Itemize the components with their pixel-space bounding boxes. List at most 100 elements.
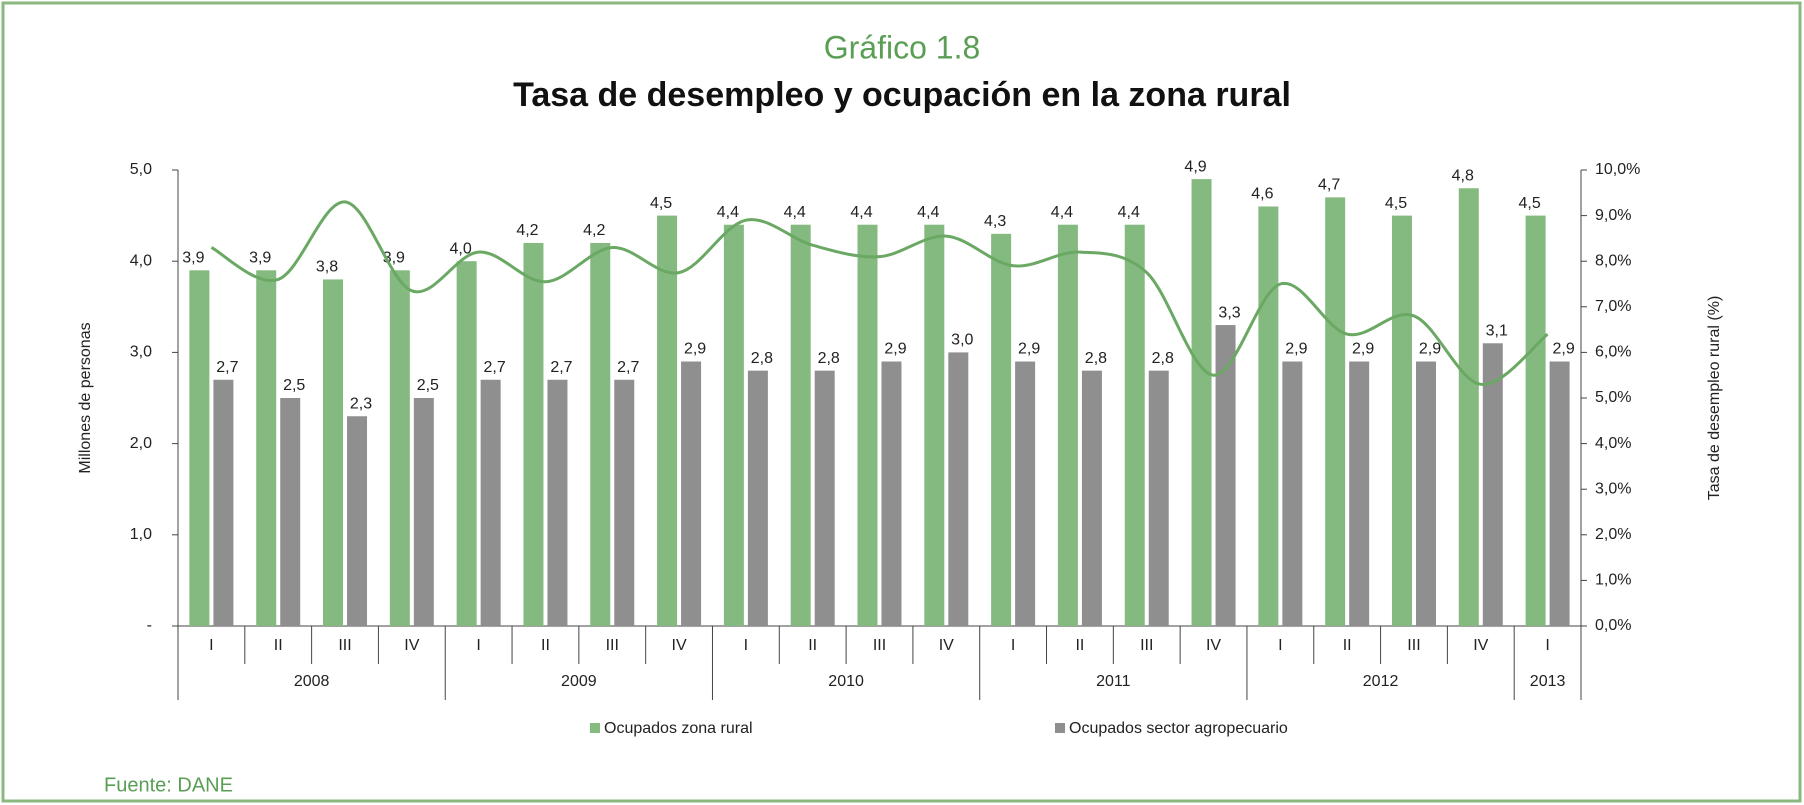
legend-label: Ocupados sector agropecuario xyxy=(1069,720,1288,737)
data-label: 4,4 xyxy=(850,204,872,221)
data-label: 3,0 xyxy=(951,332,973,349)
y2-tick-label: 1,0% xyxy=(1595,572,1631,589)
bar xyxy=(280,398,301,626)
y-tick-label: 4,0 xyxy=(130,252,152,269)
bar xyxy=(881,361,902,626)
data-label: 2,8 xyxy=(751,350,773,367)
x-tick-label: III xyxy=(1407,637,1420,654)
x-tick-label: I xyxy=(1545,637,1549,654)
data-label: 2,7 xyxy=(550,359,572,376)
data-label: 4,4 xyxy=(717,204,739,221)
bar xyxy=(1081,370,1102,626)
x-tick-label: IV xyxy=(1206,637,1221,654)
y-tick-label: 2,0 xyxy=(130,435,152,452)
x-tick-label: I xyxy=(476,637,480,654)
data-label: 2,9 xyxy=(884,341,906,358)
y-tick-label: 3,0 xyxy=(130,344,152,361)
data-label: 4,8 xyxy=(1452,167,1474,184)
x-tick-label: II xyxy=(541,637,550,654)
x-tick-label: II xyxy=(808,637,817,654)
x-tick-label: II xyxy=(274,637,283,654)
data-label: 2,9 xyxy=(1285,341,1307,358)
rate-line xyxy=(210,200,1549,386)
data-label: 3,8 xyxy=(316,259,338,276)
legend-swatch xyxy=(590,723,600,733)
bar xyxy=(213,379,234,626)
x-tick-label: II xyxy=(1343,637,1352,654)
bar xyxy=(1215,325,1236,626)
y2-tick-label: 6,0% xyxy=(1595,344,1631,361)
y2-tick-label: 8,0% xyxy=(1595,252,1631,269)
y2-tick-label: 10,0% xyxy=(1595,161,1640,178)
bar xyxy=(1148,370,1169,626)
bar xyxy=(456,261,477,626)
bar xyxy=(1057,224,1078,626)
bar xyxy=(1391,215,1412,626)
bar xyxy=(323,279,344,626)
data-label: 4,4 xyxy=(784,204,806,221)
data-label: 4,5 xyxy=(1385,195,1407,212)
bar xyxy=(1191,179,1212,626)
data-label: 2,7 xyxy=(617,359,639,376)
y-axis-title: Millones de personas xyxy=(77,322,94,473)
bar xyxy=(1415,361,1436,626)
bar xyxy=(681,361,702,626)
data-label: 2,9 xyxy=(1018,341,1040,358)
x-group-label: 2008 xyxy=(294,673,330,690)
y2-tick-label: 7,0% xyxy=(1595,298,1631,315)
x-tick-label: I xyxy=(1011,637,1015,654)
x-tick-label: IV xyxy=(939,637,954,654)
bar xyxy=(389,270,410,626)
data-label: 4,9 xyxy=(1184,158,1206,175)
y-tick-label: - xyxy=(147,617,152,634)
data-label: 2,8 xyxy=(1085,350,1107,367)
bar xyxy=(747,370,768,626)
bar xyxy=(1258,206,1279,627)
bar xyxy=(1525,215,1546,626)
bar xyxy=(256,270,277,626)
x-group-label: 2011 xyxy=(1096,673,1131,690)
bar xyxy=(1458,188,1479,627)
data-label: 2,9 xyxy=(684,341,706,358)
data-label: 2,5 xyxy=(283,377,305,394)
bar xyxy=(347,416,368,626)
data-label: 4,0 xyxy=(450,240,472,257)
x-tick-label: IV xyxy=(672,637,687,654)
legend-label: Ocupados zona rural xyxy=(604,720,753,737)
x-group-label: 2010 xyxy=(828,673,864,690)
x-tick-label: I xyxy=(209,637,213,654)
chart-subtitle: Tasa de desempleo y ocupación en la zona… xyxy=(513,76,1291,114)
data-label: 4,7 xyxy=(1318,177,1340,194)
bar xyxy=(1482,343,1503,626)
data-label: 4,4 xyxy=(1051,204,1073,221)
x-tick-label: III xyxy=(1140,637,1153,654)
x-tick-label: IV xyxy=(1473,637,1488,654)
x-tick-label: III xyxy=(606,637,619,654)
y2-tick-label: 0,0% xyxy=(1595,617,1631,634)
bar xyxy=(1124,224,1145,626)
bar xyxy=(189,270,210,626)
bar xyxy=(948,352,969,626)
bar xyxy=(523,242,544,626)
bar xyxy=(1549,361,1570,626)
x-group-label: 2012 xyxy=(1363,673,1399,690)
bar xyxy=(1349,361,1370,626)
data-label: 2,9 xyxy=(1352,341,1374,358)
data-label: 4,2 xyxy=(583,222,605,239)
x-tick-label: III xyxy=(873,637,886,654)
bar xyxy=(790,224,811,626)
x-tick-label: I xyxy=(1278,637,1282,654)
y2-tick-label: 3,0% xyxy=(1595,480,1631,497)
x-group-label: 2013 xyxy=(1530,673,1566,690)
data-label: 4,4 xyxy=(1118,204,1140,221)
data-label: 2,8 xyxy=(1152,350,1174,367)
bar xyxy=(1325,197,1346,627)
y2-tick-label: 4,0% xyxy=(1595,435,1631,452)
x-group-label: 2009 xyxy=(561,673,597,690)
bar xyxy=(814,370,835,626)
x-tick-label: I xyxy=(744,637,748,654)
data-label: 3,3 xyxy=(1218,304,1240,321)
x-tick-label: III xyxy=(338,637,351,654)
data-label: 3,1 xyxy=(1486,322,1508,339)
